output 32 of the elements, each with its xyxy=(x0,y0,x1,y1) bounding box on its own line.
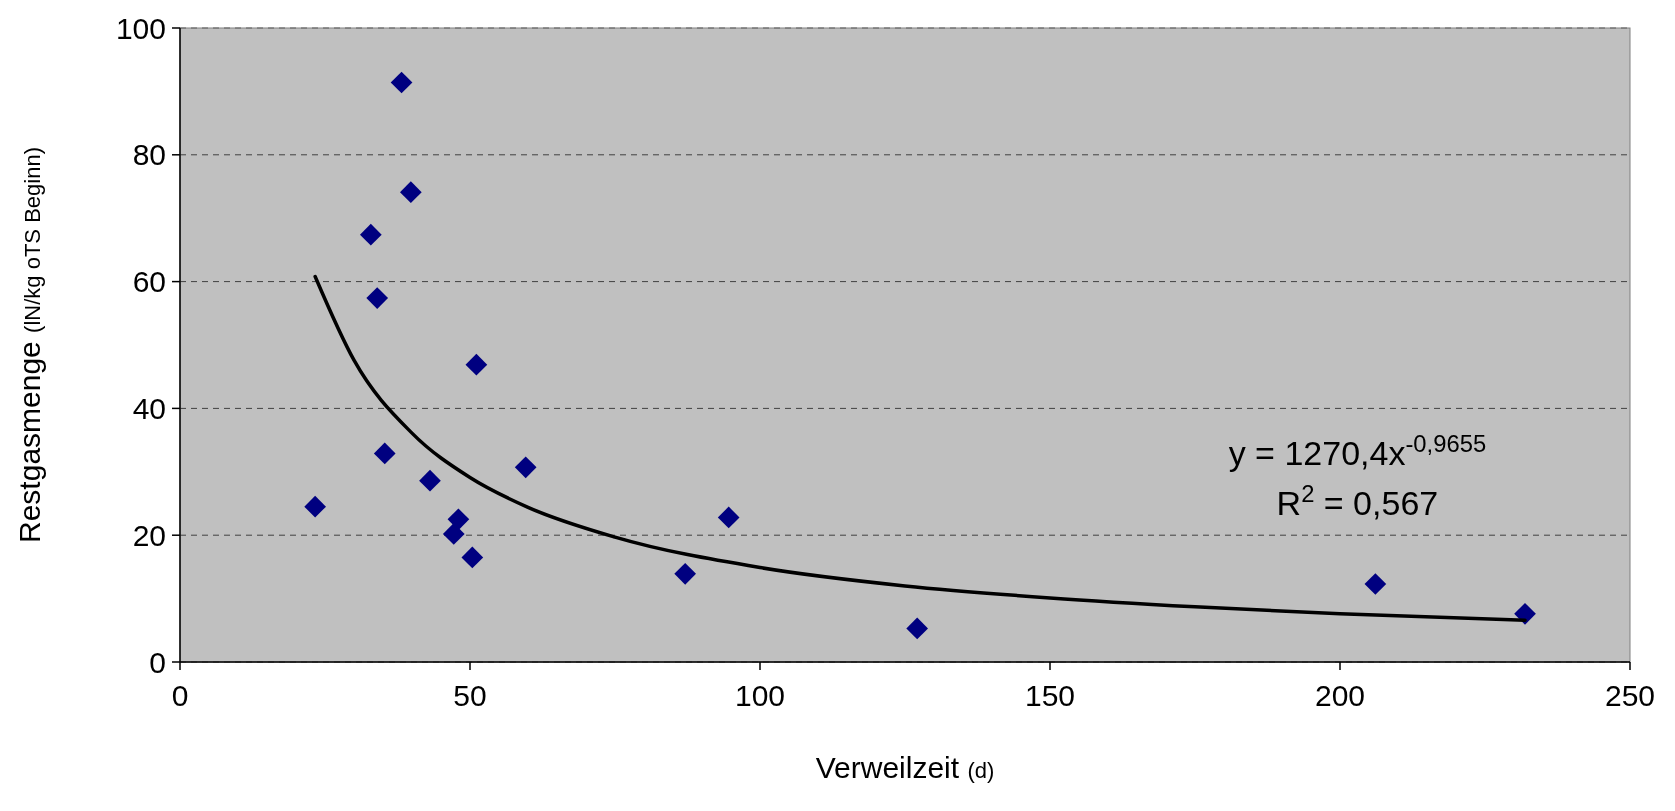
y-tick-label: 20 xyxy=(132,518,166,552)
point xyxy=(359,223,382,246)
point xyxy=(419,469,441,492)
y-tick-label: 40 xyxy=(132,391,166,425)
x-tick-label: 200 xyxy=(1314,679,1366,712)
annotation: y = 1270,4x$^{-0,9655}$ xyxy=(1228,429,1487,473)
x-axis-title: Verweilzeit (d) xyxy=(815,751,995,784)
point xyxy=(390,71,413,94)
point xyxy=(399,181,422,204)
point xyxy=(717,506,740,529)
point xyxy=(674,563,697,585)
point xyxy=(304,495,326,518)
point xyxy=(514,456,537,479)
point xyxy=(373,442,396,465)
y-tick-label: 60 xyxy=(132,265,166,299)
annotation: R$^{2}$ = 0,567 xyxy=(1276,479,1439,523)
point xyxy=(442,523,465,545)
x-tick-label: 50 xyxy=(453,679,487,712)
x-tick-label: 150 xyxy=(1024,679,1076,712)
point xyxy=(366,287,389,309)
point xyxy=(461,546,484,569)
x-tick-label: 100 xyxy=(734,679,786,712)
point xyxy=(906,617,929,640)
y-axis-title: Restgasmenge (lN/kg oTS Beginn) xyxy=(13,147,46,543)
point xyxy=(1364,573,1387,595)
y-tick-label: 80 xyxy=(132,138,166,172)
point xyxy=(447,508,470,531)
x-tick-label: 0 xyxy=(171,679,189,712)
y-tick-label: 100 xyxy=(115,11,166,45)
y-tick-label: 0 xyxy=(149,645,166,679)
x-tick-label: 250 xyxy=(1604,679,1656,712)
point xyxy=(465,353,488,376)
